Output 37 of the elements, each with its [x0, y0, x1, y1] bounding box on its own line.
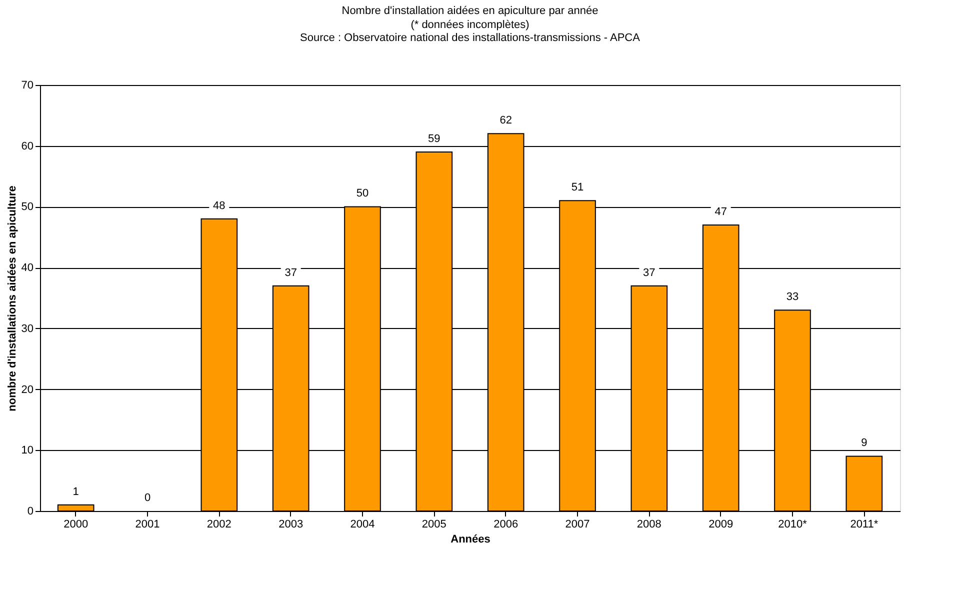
y-tick-label: 70	[21, 80, 34, 92]
y-tick-label: 0	[27, 506, 34, 518]
chart-subtitle: (* données incomplètes)	[410, 19, 530, 31]
y-tick-label: 40	[21, 262, 34, 274]
x-axis-title: Années	[450, 534, 490, 546]
x-tick-label: 2005	[422, 518, 446, 530]
data-label: 37	[643, 266, 656, 279]
x-tick-label: 2001	[135, 518, 160, 530]
y-tick-label: 50	[21, 201, 34, 214]
x-tick-label: 2002	[206, 518, 232, 530]
data-label: 62	[500, 114, 512, 127]
source-note: Source : Observatoire national des installations-transmissions - APCA	[300, 32, 641, 44]
data-label: 37	[284, 266, 297, 279]
data-label: 51	[571, 182, 584, 194]
data-label: 1	[72, 486, 79, 498]
x-tick-label: 2003	[278, 518, 304, 530]
data-label: 59	[428, 132, 440, 145]
data-label: 48	[213, 200, 226, 212]
x-tick-label: 2008	[636, 518, 662, 530]
x-tick-label: 2007	[565, 518, 590, 530]
data-label: 50	[356, 188, 369, 200]
x-tick-label: 2000	[64, 518, 88, 530]
y-axis-title: nombre d'installations aidées en apiculture	[6, 186, 18, 412]
x-tick-label: 2006	[494, 518, 518, 530]
data-label: 9	[861, 437, 868, 450]
data-label: 0	[144, 492, 151, 504]
data-label: 47	[714, 206, 727, 218]
y-tick-label: 30	[21, 322, 34, 335]
x-tick-label: 2004	[350, 518, 375, 530]
data-label: 33	[786, 291, 799, 304]
y-tick-label: 20	[21, 384, 34, 396]
x-tick-label: 2011*	[850, 518, 879, 530]
x-tick-label: 2010*	[778, 518, 808, 530]
y-tick-label: 10	[21, 444, 34, 457]
x-tick-label: 2009	[708, 518, 734, 530]
y-tick-label: 60	[21, 140, 34, 152]
chart-title: Nombre d'installation aidées en apiculture par année	[342, 5, 598, 17]
